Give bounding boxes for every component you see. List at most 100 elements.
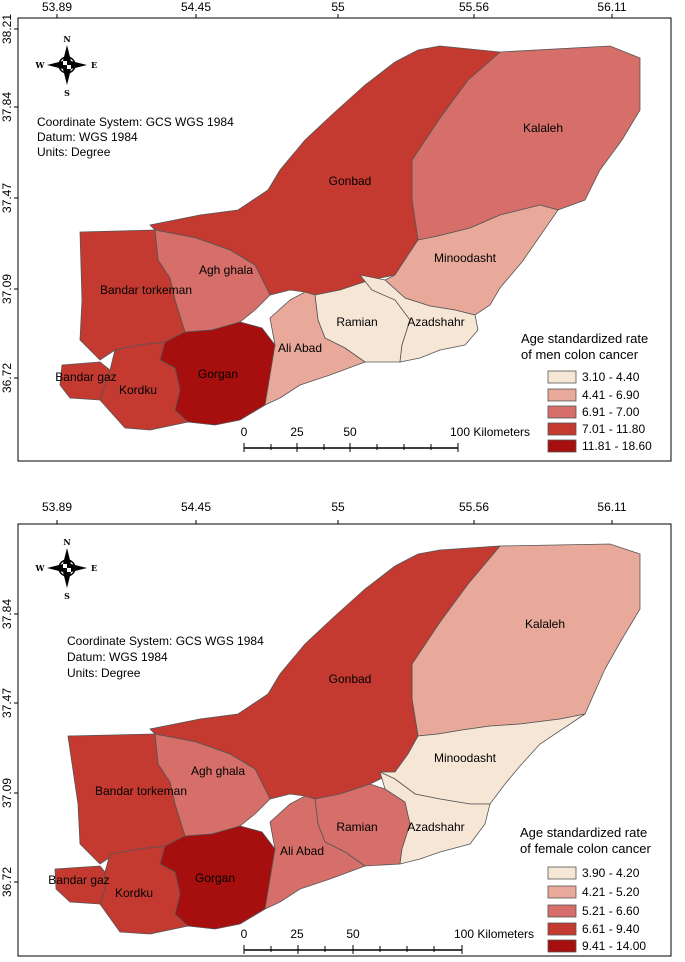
top-map-panel: 53.89 54.45 55 55.56 56.11 38.21 37.84 3… (0, 0, 672, 462)
y-tick: 38.21 (0, 14, 14, 44)
compass-s: S (64, 591, 70, 601)
legend-label: 4.21 - 5.20 (582, 885, 640, 899)
region-label-kordku: Kordku (115, 886, 153, 900)
coord-system-text: Coordinate System: GCS WGS 1984 (67, 634, 264, 648)
y-tick: 37.47 (0, 688, 14, 718)
region-bandar_gaz (54, 865, 106, 905)
compass-e: E (91, 60, 97, 70)
compass-e: E (91, 563, 97, 573)
region-label-azadshahr: Azadshahr (407, 315, 464, 329)
legend-label: 6.61 - 9.40 (582, 922, 640, 936)
scale-label: 0 (241, 425, 248, 439)
region-gonbad (149, 545, 501, 800)
region-label-minoodasht: Minoodasht (434, 751, 497, 765)
region-label-bandar-torkeman: Bandar torkeman (95, 784, 187, 798)
y-tick: 37.47 (0, 183, 14, 213)
legend-item: 3.10 - 4.40 (547, 370, 640, 384)
scale-label: 50 (343, 425, 357, 439)
legend-item: 3.90 - 4.20 (547, 866, 640, 880)
region-label-ramian: Ramian (336, 820, 377, 834)
region-label-agh-ghala: Agh ghala (199, 263, 253, 277)
x-tick: 54.45 (181, 500, 211, 514)
units-text: Units: Degree (67, 666, 141, 680)
scale-label: 25 (290, 927, 304, 941)
bottom-x-axis: 53.89 54.45 55 55.56 56.11 (42, 500, 627, 524)
region-label-kalaleh: Kalaleh (525, 617, 565, 631)
bottom-region-labels: Kalaleh Gonbad Minoodasht Agh ghala Band… (48, 617, 565, 900)
compass-w: W (35, 563, 46, 573)
region-label-gonbad: Gonbad (329, 672, 372, 686)
legend-label: 3.90 - 4.20 (582, 866, 640, 880)
region-label-minoodasht: Minoodasht (434, 251, 497, 265)
scale-label: 100 Kilometers (450, 425, 530, 439)
scale-label: 50 (346, 927, 360, 941)
datum-text: Datum: WGS 1984 (37, 130, 138, 144)
compass-w: W (35, 60, 46, 70)
bottom-scale-bar: 0 25 50 100 Kilometers (241, 927, 534, 954)
region-label-ali-abad: Ali Abad (278, 341, 322, 355)
x-tick: 53.89 (42, 500, 72, 514)
bottom-y-axis: 37.84 37.47 37.09 36.72 (0, 599, 18, 897)
region-label-kalaleh: Kalaleh (523, 121, 563, 135)
top-y-axis: 38.21 37.84 37.47 37.09 36.72 (0, 14, 18, 393)
scale-label: 100 Kilometers (454, 927, 534, 941)
datum-text: Datum: WGS 1984 (67, 650, 168, 664)
bottom-regions (54, 543, 641, 935)
legend-item: 6.61 - 9.40 (547, 922, 640, 936)
legend-label: 5.21 - 6.60 (582, 904, 640, 918)
y-tick: 37.09 (0, 778, 14, 808)
region-label-agh-ghala: Agh ghala (191, 764, 245, 778)
y-tick: 36.72 (0, 867, 14, 897)
region-azadshahr (379, 771, 491, 865)
region-label-gorgan: Gorgan (195, 871, 235, 885)
x-tick: 56.11 (597, 0, 626, 14)
y-tick: 36.72 (0, 363, 14, 393)
legend-item: 5.21 - 6.60 (547, 904, 640, 918)
legend-title: of men colon cancer (521, 347, 639, 362)
legend-label: 9.41 - 14.00 (582, 939, 646, 953)
region-label-bandar-torkeman: Bandar torkeman (100, 283, 192, 297)
top-x-axis: 53.89 54.45 55 55.56 56.11 (42, 0, 627, 18)
region-label-gonbad: Gonbad (329, 174, 372, 188)
legend-item: 6.91 - 7.00 (547, 405, 640, 419)
compass-n: N (63, 537, 70, 547)
region-bandar_gaz (59, 361, 111, 401)
legend-item: 7.01 - 11.80 (547, 422, 645, 436)
legend-label: 4.41 - 6.90 (582, 388, 640, 402)
bottom-legend: Age standardized rate of female colon ca… (520, 825, 651, 953)
region-label-bandar-gaz: Bandar gaz (55, 370, 116, 384)
x-tick: 54.45 (181, 0, 211, 14)
top-scale-bar: 0 25 50 100 Kilometers (241, 425, 530, 452)
legend-title: Age standardized rate (520, 825, 647, 840)
top-regions (59, 45, 641, 431)
north-arrow-icon: N S W E (35, 537, 98, 601)
bottom-map-panel: 53.89 54.45 55 55.56 56.11 37.84 37.47 3… (0, 500, 672, 957)
bottom-coordinate-info: Coordinate System: GCS WGS 1984 Datum: W… (67, 634, 264, 680)
region-gonbad (149, 45, 501, 296)
y-tick: 37.84 (0, 92, 14, 122)
legend-label: 11.81 - 18.60 (582, 439, 652, 453)
units-text: Units: Degree (37, 145, 111, 159)
x-tick: 55 (331, 0, 345, 14)
legend-item: 11.81 - 18.60 (547, 439, 652, 453)
x-tick: 55.56 (459, 0, 489, 14)
legend-title: of female colon cancer (520, 841, 651, 856)
legend-item: 4.41 - 6.90 (547, 388, 640, 402)
region-minoodasht (384, 204, 559, 316)
scale-label: 25 (290, 425, 304, 439)
region-label-azadshahr: Azadshahr (407, 820, 464, 834)
x-tick: 56.11 (597, 500, 626, 514)
region-azadshahr (359, 274, 479, 363)
x-tick: 55.56 (459, 500, 489, 514)
region-label-ali-abad: Ali Abad (280, 844, 324, 858)
legend-item: 9.41 - 14.00 (547, 939, 646, 953)
legend-title: Age standardized rate (521, 331, 648, 346)
compass-n: N (63, 34, 70, 44)
top-region-labels: Kalaleh Gonbad Minoodasht Agh ghala Band… (55, 121, 563, 397)
north-arrow-icon: N S W E (35, 34, 98, 98)
legend-label: 3.10 - 4.40 (582, 370, 640, 384)
legend-label: 6.91 - 7.00 (582, 405, 640, 419)
x-tick: 55 (331, 500, 345, 514)
scale-label: 0 (241, 927, 248, 941)
